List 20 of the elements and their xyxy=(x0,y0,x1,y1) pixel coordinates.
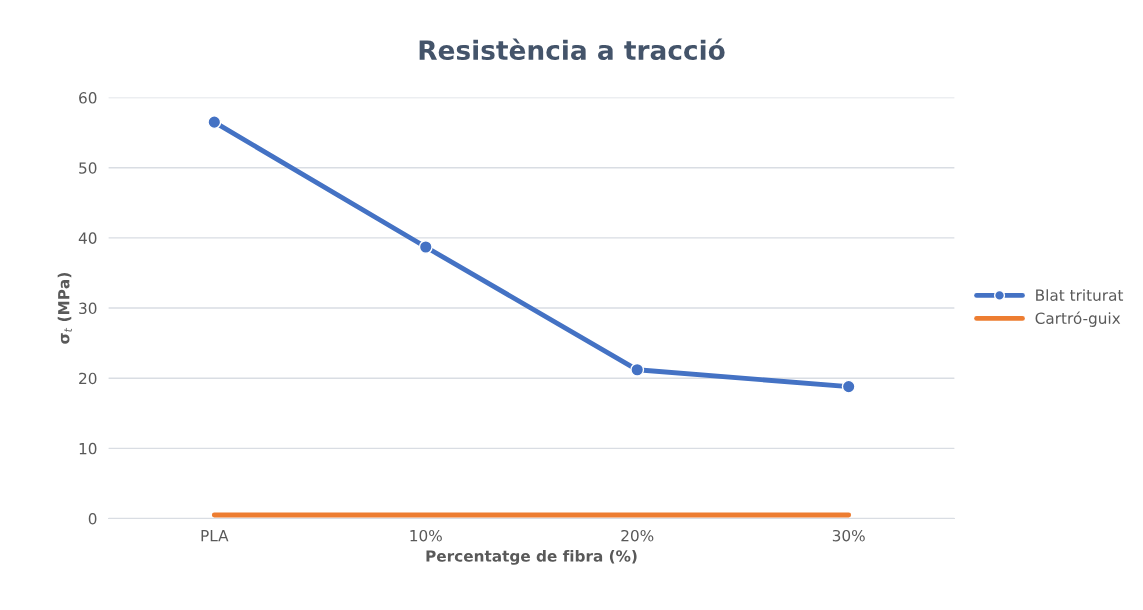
x-axis-title: Percentatge de fibra (%) xyxy=(426,549,637,565)
point xyxy=(207,115,222,130)
x-tick-label: 30% xyxy=(832,529,865,542)
point xyxy=(630,362,645,377)
x-tick-label: PLA xyxy=(201,530,229,542)
legend-label: Blat triturat xyxy=(1036,289,1124,301)
chart-title: Resistència a tracció xyxy=(419,38,725,61)
y-tick-label: 10 xyxy=(79,442,97,455)
y-axis-title: σ$_{t}$ (MPa) xyxy=(57,273,72,344)
y-tick-label: 20 xyxy=(79,372,97,385)
point xyxy=(841,379,856,394)
y-tick-label: 60 xyxy=(79,92,97,104)
y-tick-label: 0 xyxy=(88,512,97,525)
legend-label: Cartró-guix xyxy=(1035,311,1121,327)
y-tick-label: 40 xyxy=(78,232,97,244)
x-tick-label: 10% xyxy=(410,529,442,542)
y-tick-label: 50 xyxy=(79,162,97,174)
y-tick-label: 30 xyxy=(79,302,97,315)
x-tick-label: 20% xyxy=(621,529,654,542)
point xyxy=(418,240,433,254)
